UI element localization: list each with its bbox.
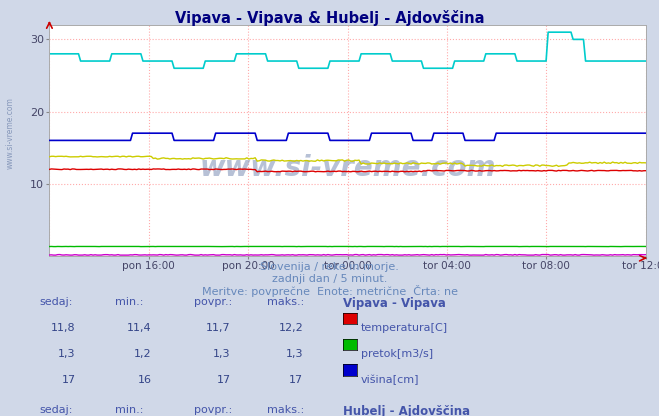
Text: Hubelj - Ajdovščina: Hubelj - Ajdovščina — [343, 405, 470, 416]
Text: 1,3: 1,3 — [213, 349, 231, 359]
Text: www.si-vreme.com: www.si-vreme.com — [5, 97, 14, 169]
Text: min.:: min.: — [115, 405, 144, 415]
Text: zadnji dan / 5 minut.: zadnji dan / 5 minut. — [272, 274, 387, 284]
Text: povpr.:: povpr.: — [194, 405, 233, 415]
Text: Slovenija / reke in morje.: Slovenija / reke in morje. — [260, 262, 399, 272]
Text: 1,3: 1,3 — [58, 349, 76, 359]
Text: 11,4: 11,4 — [127, 323, 152, 333]
Text: pretok[m3/s]: pretok[m3/s] — [361, 349, 433, 359]
Text: min.:: min.: — [115, 297, 144, 307]
Text: maks.:: maks.: — [267, 297, 304, 307]
Text: višina[cm]: višina[cm] — [361, 375, 420, 385]
Text: 17: 17 — [62, 375, 76, 385]
Text: 1,2: 1,2 — [134, 349, 152, 359]
Text: 16: 16 — [138, 375, 152, 385]
Text: 12,2: 12,2 — [278, 323, 303, 333]
Text: Vipava - Vipava: Vipava - Vipava — [343, 297, 445, 310]
Text: sedaj:: sedaj: — [40, 405, 73, 415]
Text: 1,3: 1,3 — [285, 349, 303, 359]
Text: Vipava - Vipava & Hubelj - Ajdovščina: Vipava - Vipava & Hubelj - Ajdovščina — [175, 10, 484, 26]
Text: sedaj:: sedaj: — [40, 297, 73, 307]
Text: povpr.:: povpr.: — [194, 297, 233, 307]
Text: Meritve: povprečne  Enote: metrične  Črta: ne: Meritve: povprečne Enote: metrične Črta:… — [202, 285, 457, 297]
Text: maks.:: maks.: — [267, 405, 304, 415]
Text: 17: 17 — [217, 375, 231, 385]
Text: www.si-vreme.com: www.si-vreme.com — [200, 154, 496, 182]
Text: 11,7: 11,7 — [206, 323, 231, 333]
Text: 17: 17 — [289, 375, 303, 385]
Text: temperatura[C]: temperatura[C] — [361, 323, 448, 333]
Text: 11,8: 11,8 — [51, 323, 76, 333]
